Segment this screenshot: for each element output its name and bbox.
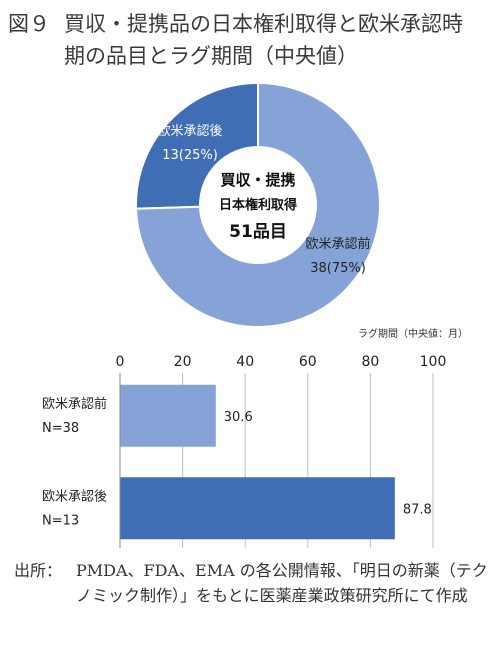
- slice-label: 欧米承認後: [157, 123, 222, 139]
- category-label: 欧米承認後: [42, 488, 107, 504]
- bar-value-label: 87.8: [403, 502, 432, 517]
- figure-number: 図９: [8, 12, 50, 36]
- slice-value-label: 13(25%): [162, 148, 218, 163]
- bar: [120, 477, 395, 540]
- source-label: 出所：: [14, 561, 63, 580]
- category-label: 欧米承認前: [42, 396, 107, 412]
- donut-slice: [135, 81, 381, 328]
- figure-title: 図９ 買収・提携品の日本権利取得と欧米承認時 期の品目とラグ期間（中央値）: [8, 8, 493, 72]
- donut-center-line-1: 買収・提携: [220, 171, 295, 189]
- x-tick-label: 80: [361, 354, 379, 370]
- x-tick-label: 0: [116, 354, 125, 370]
- donut-center-line-2: 日本権利取得: [219, 197, 297, 213]
- category-n-label: N=13: [42, 513, 79, 528]
- title-line-2: 期の品目とラグ期間（中央値）: [64, 44, 358, 68]
- slice-value-label: 38(75%): [310, 261, 366, 276]
- category-n-label: N=38: [42, 421, 79, 436]
- donut-slice: [135, 81, 259, 210]
- x-tick-label: 40: [236, 354, 254, 370]
- bar-value-label: 30.6: [224, 410, 253, 425]
- x-tick-label: 20: [174, 354, 192, 370]
- x-tick-label: 100: [420, 354, 447, 370]
- bar: [120, 384, 216, 447]
- donut-center-line-3: 51品目: [229, 222, 287, 242]
- x-tick-label: 60: [299, 354, 317, 370]
- bar-unit-label: ラグ期間（中央値：月）: [358, 327, 468, 340]
- slice-label: 欧米承認前: [305, 236, 370, 252]
- title-line-1: 買収・提携品の日本権利取得と欧米承認時: [64, 12, 463, 36]
- source-text: PMDA、FDA、EMA の各公開情報、「明日の新薬（テクノミック制作）」をもと…: [76, 561, 488, 605]
